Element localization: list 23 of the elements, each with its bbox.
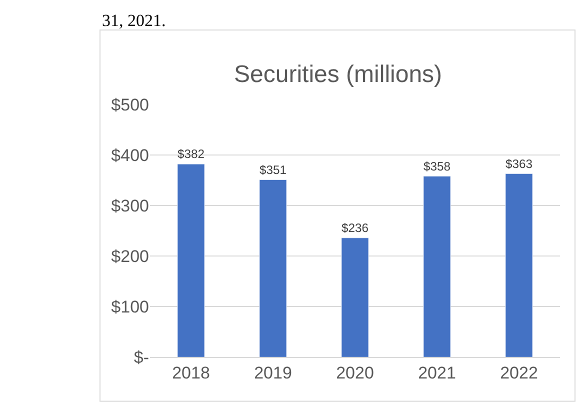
chart-title: Securities (millions) (234, 61, 442, 88)
data-label: $382 (177, 147, 205, 162)
text: 31, 2021. (102, 11, 166, 30)
x-tick-label: 2019 (254, 364, 292, 383)
data-label: $358 (423, 159, 451, 174)
data-label: $351 (259, 162, 287, 177)
bar (341, 238, 369, 358)
x-tick-label: 2022 (500, 364, 538, 383)
y-tick-label: $200 (111, 247, 149, 266)
y-tick-label: $100 (111, 298, 149, 317)
y-tick-label: $300 (111, 196, 149, 216)
bar (505, 173, 533, 358)
y-tick-label: $500 (111, 95, 149, 114)
bar (423, 176, 451, 358)
bar (259, 179, 287, 358)
x-tick-label: 2018 (172, 364, 210, 383)
y-tick-label: $400 (111, 146, 149, 165)
x-tick-label: 2020 (336, 364, 374, 383)
y-tick-label: $- (134, 348, 149, 368)
x-tick-label: 2021 (418, 364, 456, 383)
data-label: $236 (341, 220, 369, 235)
data-label: $363 (505, 156, 533, 171)
bar (177, 164, 205, 358)
